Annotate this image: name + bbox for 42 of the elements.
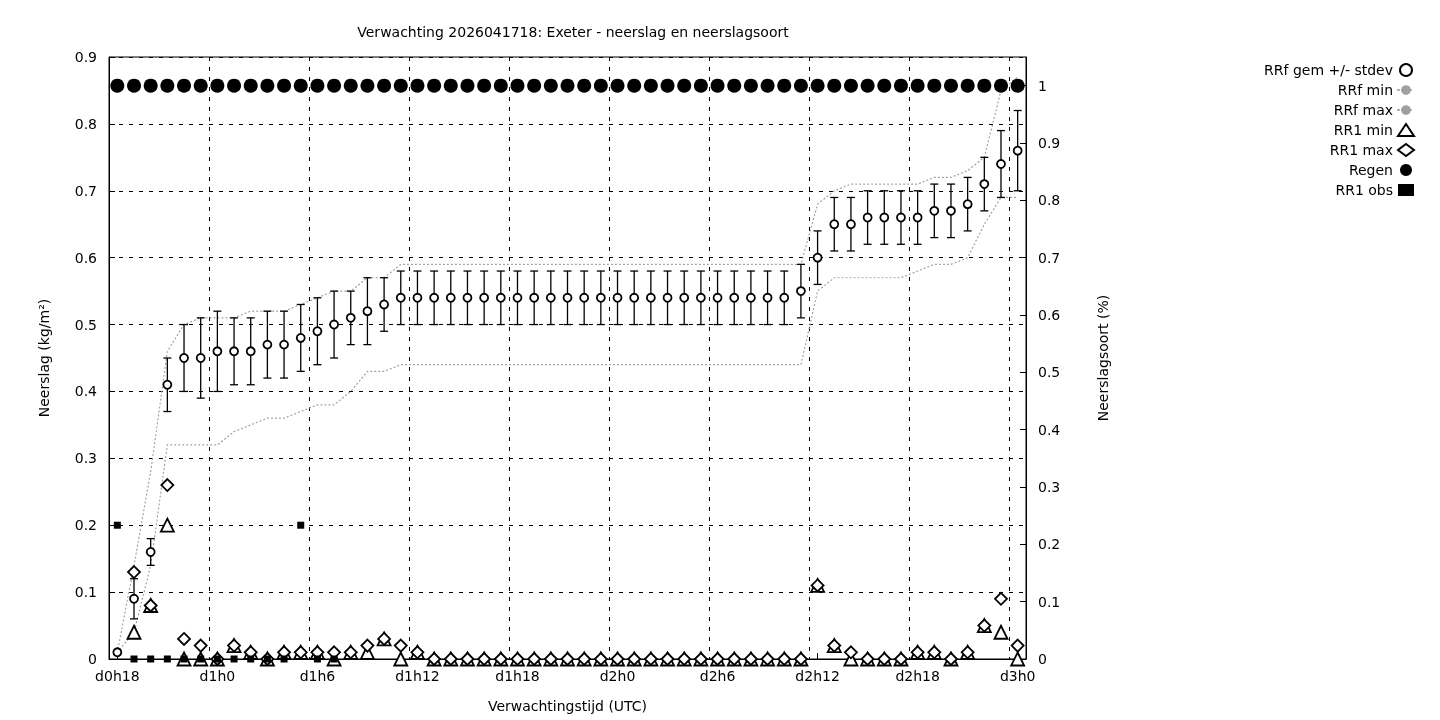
x-tick-label: d1h18: [495, 668, 540, 684]
x-tick-label: d1h12: [395, 668, 440, 684]
y2-tick-label: 0: [1038, 651, 1047, 667]
legend-label: RRf max: [1333, 102, 1393, 118]
legend-label: RRf min: [1337, 82, 1393, 98]
y2-tick-label: 0.6: [1038, 307, 1061, 323]
y2-tick-label: 0.4: [1038, 421, 1061, 438]
legend-label: RR1 obs: [1335, 182, 1393, 198]
legend-label: RR1 min: [1333, 122, 1393, 138]
y2-tick-label: 0.1: [1038, 593, 1061, 610]
y-tick-label: 0.5: [74, 316, 97, 333]
y2-tick-label: 0.2: [1038, 536, 1061, 553]
x-axis-title: Verwachtingstijd (UTC): [487, 698, 648, 714]
x-tick-label: d0h18: [95, 668, 140, 684]
y-tick-label: 0.3: [74, 450, 97, 467]
legend-label: RRf gem +/- stdev: [1264, 62, 1393, 78]
y-tick-label: 0.4: [74, 383, 98, 400]
y-tick-label: 0: [88, 651, 97, 667]
chart-title: Verwachting 2026041718: Exeter - neerslag en neerslagsoort: [357, 24, 790, 40]
y-tick-label: 0.1: [74, 584, 97, 601]
y2-axis-title: Neerslagsoort (%): [1095, 294, 1111, 422]
y2-tick-label: 0.9: [1038, 135, 1061, 151]
y-tick-label: 0.8: [74, 115, 97, 132]
y2-tick-label: 1: [1038, 77, 1047, 94]
x-tick-label: d2h18: [895, 668, 940, 684]
y-tick-label: 0.9: [74, 49, 97, 65]
x-tick-label: d2h6: [699, 668, 736, 684]
x-tick-label: d1h6: [299, 668, 336, 684]
legend-label: Regen: [1348, 162, 1393, 178]
y2-tick-label: 0.5: [1038, 364, 1061, 381]
y-tick-label: 0.6: [74, 249, 98, 266]
x-tick-label: d1h0: [199, 668, 236, 684]
x-tick-label: d2h0: [599, 668, 636, 684]
y2-tick-label: 0.8: [1038, 192, 1061, 209]
y-tick-label: 0.2: [74, 517, 97, 534]
y2-tick-label: 0.7: [1038, 249, 1061, 266]
x-tick-label: d2h12: [795, 668, 840, 684]
y-tick-label: 0.7: [74, 182, 97, 199]
x-tick-label: d3h0: [999, 668, 1036, 684]
y2-tick-label: 0.3: [1038, 479, 1061, 495]
y-axis-title: Neerslag (kg/m²): [36, 298, 52, 418]
legend-label: RR1 max: [1329, 142, 1393, 158]
